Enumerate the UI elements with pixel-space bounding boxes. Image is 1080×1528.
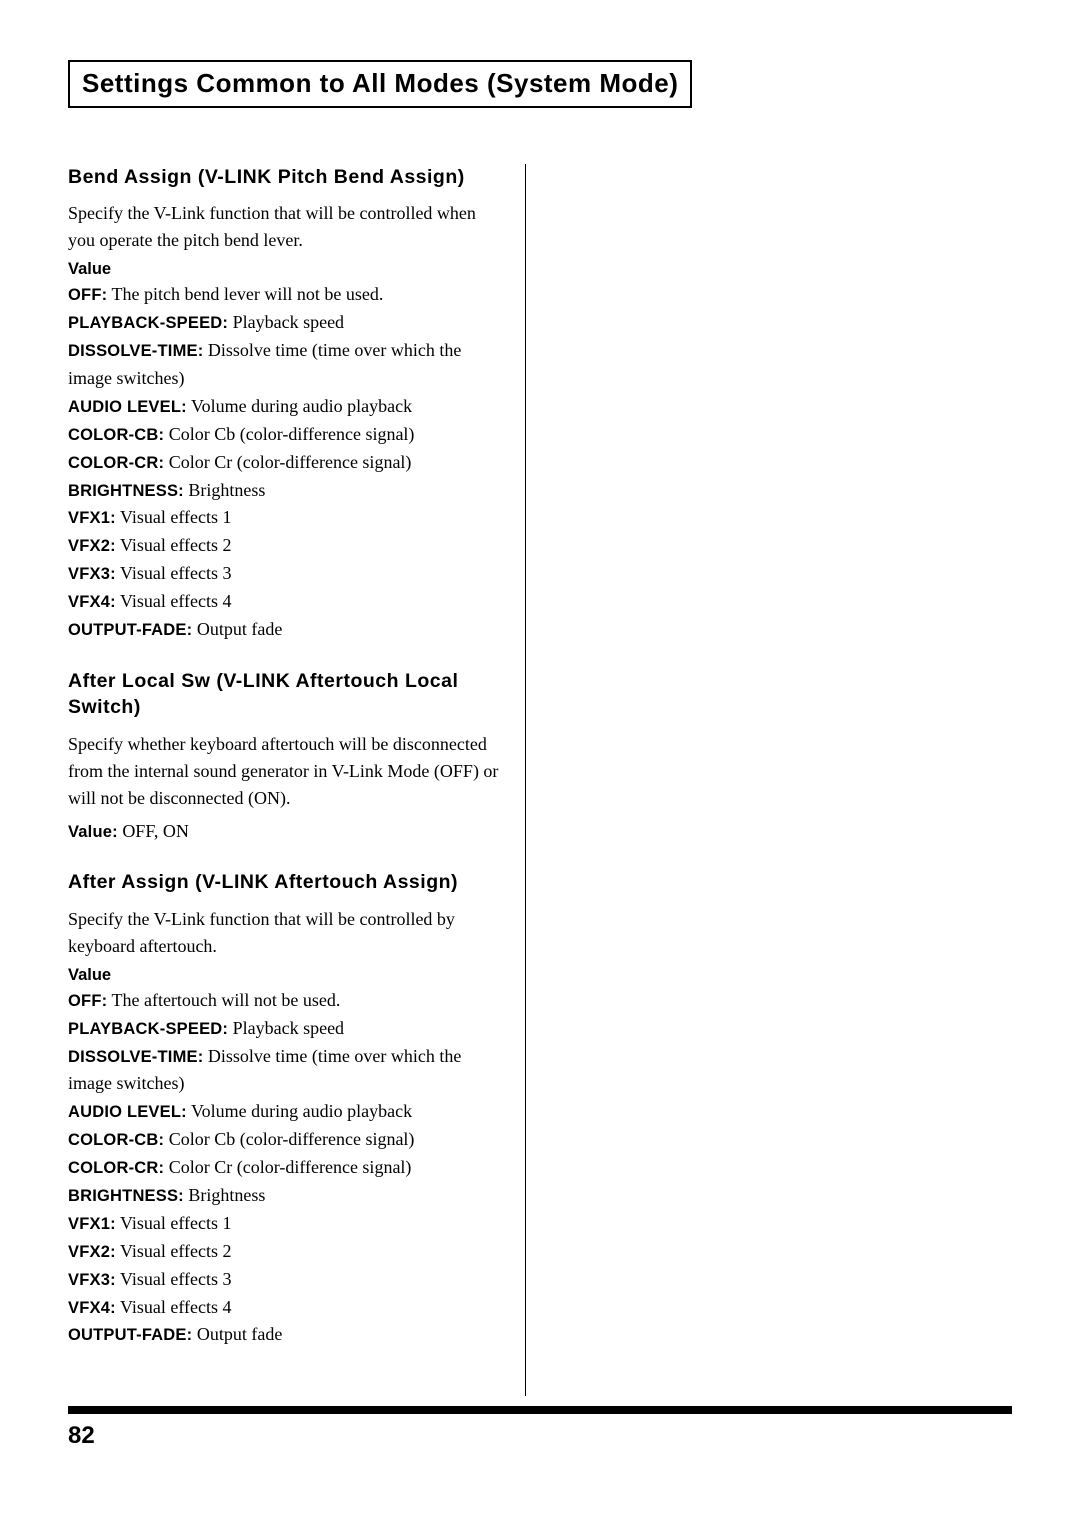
value-item: AUDIO LEVEL: Volume during audio playbac… <box>68 1098 501 1126</box>
value-item: VFX1: Visual effects 1 <box>68 1210 501 1238</box>
value-item: PLAYBACK-SPEED: Playback speed <box>68 309 501 337</box>
value-item-key: COLOR-CB: <box>68 426 164 444</box>
value-item-key: AUDIO LEVEL: <box>68 398 187 416</box>
value-item-text: Brightness <box>184 1185 266 1205</box>
value-item: COLOR-CB: Color Cb (color-difference sig… <box>68 1126 501 1154</box>
value-inline: Value: OFF, ON <box>68 818 501 846</box>
value-item-key: COLOR-CR: <box>68 454 164 472</box>
section-title: After Assign (V-LINK Aftertouch Assign) <box>68 869 501 895</box>
value-item-text: Color Cb (color-difference signal) <box>164 424 414 444</box>
value-item: DISSOLVE-TIME: Dissolve time (time over … <box>68 1043 501 1099</box>
value-item-text: Visual effects 1 <box>116 507 232 527</box>
value-item-text: The pitch bend lever will not be used. <box>107 284 383 304</box>
value-label: Value <box>68 260 501 279</box>
value-item-text: Output fade <box>192 1324 282 1344</box>
value-item: VFX2: Visual effects 2 <box>68 532 501 560</box>
value-item-text: Visual effects 3 <box>116 1269 232 1289</box>
value-key: Value: <box>68 823 118 841</box>
document-page: Settings Common to All Modes (System Mod… <box>0 0 1080 1450</box>
value-item: PLAYBACK-SPEED: Playback speed <box>68 1015 501 1043</box>
value-item-key: VFX3: <box>68 1271 116 1289</box>
value-item-text: Visual effects 4 <box>116 591 232 611</box>
value-item: OUTPUT-FADE: Output fade <box>68 616 501 644</box>
value-item-key: VFX3: <box>68 565 116 583</box>
value-item-key: DISSOLVE-TIME: <box>68 1048 203 1066</box>
value-item-text: Visual effects 1 <box>116 1213 232 1233</box>
value-item-key: OFF: <box>68 286 107 304</box>
value-item-text: Volume during audio playback <box>187 1101 412 1121</box>
page-title-frame: Settings Common to All Modes (System Mod… <box>68 60 692 108</box>
value-item-key: PLAYBACK-SPEED: <box>68 314 228 332</box>
value-item: COLOR-CB: Color Cb (color-difference sig… <box>68 421 501 449</box>
value-item-text: Color Cb (color-difference signal) <box>164 1129 414 1149</box>
value-label: Value <box>68 966 501 985</box>
value-item-key: BRIGHTNESS: <box>68 1187 184 1205</box>
value-item-key: VFX4: <box>68 593 116 611</box>
value-item-text: Brightness <box>184 480 266 500</box>
value-item-text: Visual effects 4 <box>116 1297 232 1317</box>
section-intro: Specify the V-Link function that will be… <box>68 906 501 960</box>
section-title: After Local Sw (V-LINK Aftertouch Local … <box>68 668 501 721</box>
section: After Assign (V-LINK Aftertouch Assign) S… <box>68 869 501 1349</box>
value-item-key: BRIGHTNESS: <box>68 482 184 500</box>
value-item-text: Visual effects 3 <box>116 563 232 583</box>
left-column: Bend Assign (V-LINK Pitch Bend Assign) Sp… <box>68 164 526 1396</box>
value-item: VFX1: Visual effects 1 <box>68 504 501 532</box>
value-item-text: Visual effects 2 <box>116 1241 232 1261</box>
value-text: OFF, ON <box>118 821 189 841</box>
value-item-key: VFX2: <box>68 537 116 555</box>
value-item-text: Color Cr (color-difference signal) <box>164 1157 411 1177</box>
value-item-key: OUTPUT-FADE: <box>68 621 192 639</box>
value-item: AUDIO LEVEL: Volume during audio playbac… <box>68 393 501 421</box>
value-item-key: AUDIO LEVEL: <box>68 1103 187 1121</box>
value-item-key: COLOR-CB: <box>68 1131 164 1149</box>
value-item: BRIGHTNESS: Brightness <box>68 477 501 505</box>
value-item-text: Playback speed <box>228 1018 344 1038</box>
value-item-text: Playback speed <box>228 312 344 332</box>
section: Bend Assign (V-LINK Pitch Bend Assign) Sp… <box>68 164 501 644</box>
value-item: VFX3: Visual effects 3 <box>68 1266 501 1294</box>
value-item-key: VFX1: <box>68 1215 116 1233</box>
value-item-key: PLAYBACK-SPEED: <box>68 1020 228 1038</box>
value-item: OUTPUT-FADE: Output fade <box>68 1321 501 1349</box>
section: After Local Sw (V-LINK Aftertouch Local … <box>68 668 501 846</box>
footer-divider <box>68 1406 1012 1414</box>
section-intro: Specify the V-Link function that will be… <box>68 200 501 254</box>
value-item-key: VFX4: <box>68 1299 116 1317</box>
section-intro: Specify whether keyboard aftertouch will… <box>68 731 501 812</box>
value-item: OFF: The aftertouch will not be used. <box>68 987 501 1015</box>
page-footer: 82 <box>68 1406 1012 1450</box>
value-item-text: Color Cr (color-difference signal) <box>164 452 411 472</box>
page-title: Settings Common to All Modes (System Mod… <box>82 68 678 99</box>
value-item-key: VFX1: <box>68 509 116 527</box>
value-item-key: OFF: <box>68 992 107 1010</box>
value-item: VFX2: Visual effects 2 <box>68 1238 501 1266</box>
value-item: OFF: The pitch bend lever will not be us… <box>68 281 501 309</box>
page-number: 82 <box>68 1422 1012 1450</box>
value-item-text: The aftertouch will not be used. <box>107 990 340 1010</box>
value-item-text: Volume during audio playback <box>187 396 412 416</box>
value-item: DISSOLVE-TIME: Dissolve time (time over … <box>68 337 501 393</box>
columns: Bend Assign (V-LINK Pitch Bend Assign) Sp… <box>68 164 1012 1396</box>
value-item: BRIGHTNESS: Brightness <box>68 1182 501 1210</box>
value-item: COLOR-CR: Color Cr (color-difference sig… <box>68 1154 501 1182</box>
value-item-text: Output fade <box>192 619 282 639</box>
value-item-key: COLOR-CR: <box>68 1159 164 1177</box>
value-item: VFX4: Visual effects 4 <box>68 588 501 616</box>
value-item: COLOR-CR: Color Cr (color-difference sig… <box>68 449 501 477</box>
section-title: Bend Assign (V-LINK Pitch Bend Assign) <box>68 164 501 190</box>
value-item-text: Visual effects 2 <box>116 535 232 555</box>
value-item: VFX4: Visual effects 4 <box>68 1294 501 1322</box>
right-column <box>554 164 1012 1396</box>
value-item-key: OUTPUT-FADE: <box>68 1326 192 1344</box>
value-item: VFX3: Visual effects 3 <box>68 560 501 588</box>
value-item-key: VFX2: <box>68 1243 116 1261</box>
value-item-key: DISSOLVE-TIME: <box>68 342 203 360</box>
